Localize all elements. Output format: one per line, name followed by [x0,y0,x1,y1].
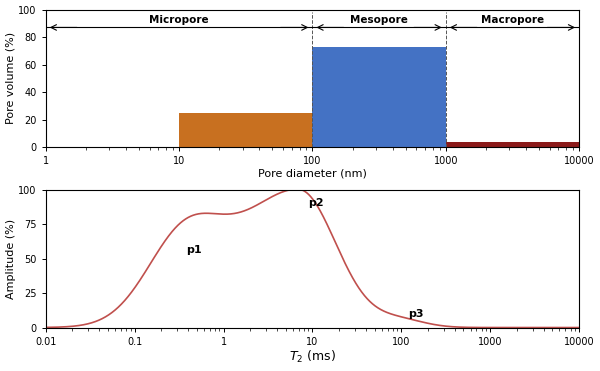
Y-axis label: Pore volume (%): Pore volume (%) [5,32,16,124]
Y-axis label: Amplitude (%): Amplitude (%) [5,219,16,299]
Text: p2: p2 [308,198,324,209]
X-axis label: Pore diameter (nm): Pore diameter (nm) [258,169,367,179]
Text: Macropore: Macropore [481,15,544,25]
Text: Micropore: Micropore [149,15,209,25]
Text: Mesopore: Mesopore [350,15,408,25]
Text: p3: p3 [409,309,424,319]
Text: p1: p1 [186,245,202,255]
X-axis label: $T_2$ (ms): $T_2$ (ms) [289,349,336,365]
